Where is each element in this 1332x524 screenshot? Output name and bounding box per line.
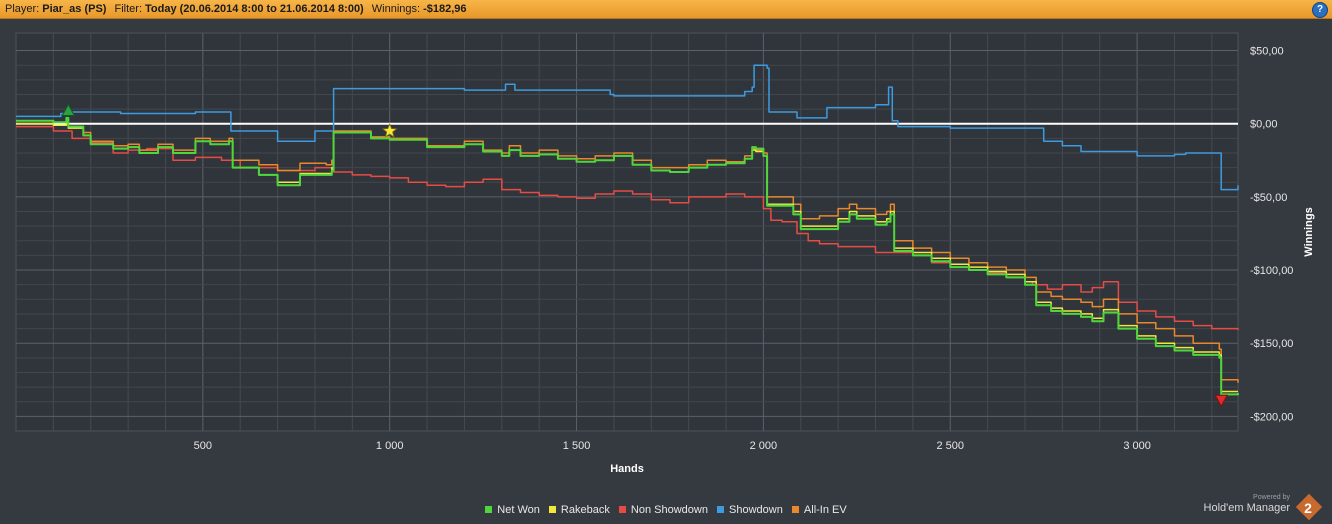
y-tick-label: $50,00 <box>1250 46 1284 58</box>
chart-legend: Net Won Rakeback Non Showdown Showdown A… <box>0 504 1332 516</box>
y-tick-label: -$100,00 <box>1250 265 1293 277</box>
filter-value: Today (20.06.2014 8:00 to 21.06.2014 8:0… <box>145 3 364 15</box>
help-icon[interactable]: ? <box>1312 2 1328 18</box>
series-all-in-ev <box>16 118 1239 383</box>
powered-by-text: Powered by <box>1253 494 1290 501</box>
winnings-label: Winnings: <box>371 3 421 15</box>
legend-item-non-showdown[interactable]: Non Showdown <box>618 504 708 516</box>
max-marker-icon <box>61 103 76 117</box>
x-tick-label: 1 000 <box>376 440 404 452</box>
x-tick-label: 2 000 <box>750 440 778 452</box>
chart-markers <box>61 103 1229 408</box>
legend-swatch <box>548 505 556 513</box>
series-lines <box>16 64 1239 396</box>
x-tick-label: 3 000 <box>1123 440 1151 452</box>
x-tick-label: 500 <box>194 440 212 452</box>
y-tick-label: -$50,00 <box>1250 192 1287 204</box>
legend-label: Rakeback <box>560 504 610 516</box>
legend-item-showdown[interactable]: Showdown <box>717 504 783 516</box>
brand-name: Hold'em Manager <box>1203 502 1290 514</box>
star-marker-icon <box>381 122 398 138</box>
legend-label: Net Won <box>497 504 540 516</box>
hm2-logo-number: 2 <box>1304 500 1312 516</box>
legend-label: Showdown <box>729 504 783 516</box>
branding: Powered by Hold'em Manager 2 <box>1203 493 1324 521</box>
min-marker-icon <box>1214 394 1229 408</box>
legend-swatch <box>618 505 626 513</box>
winnings-value: -$182,96 <box>423 3 467 15</box>
legend-item-net-won[interactable]: Net Won <box>485 504 540 516</box>
player-value: Piar_as (PS) <box>42 3 107 15</box>
legend-label: Non Showdown <box>630 504 708 516</box>
plot-area <box>15 32 1239 432</box>
x-axis-title: Hands <box>610 463 644 475</box>
filter-label: Filter: <box>114 3 143 15</box>
legend-item-all-in-ev[interactable]: All-In EV <box>791 504 847 516</box>
series-showdown <box>16 64 1239 191</box>
legend-swatch <box>485 505 493 513</box>
legend-swatch <box>791 505 799 513</box>
x-axis-ticks: 500 1 000 1 500 2 000 2 500 3 000 <box>194 440 1151 452</box>
legend-item-rakeback[interactable]: Rakeback <box>548 504 610 516</box>
y-tick-label: -$150,00 <box>1250 338 1293 350</box>
winnings-chart: 500 1 000 1 500 2 000 2 500 3 000 $50,00 $0,00… <box>15 32 1315 475</box>
y-tick-label: -$200,00 <box>1250 411 1293 423</box>
legend-swatch <box>717 505 725 513</box>
y-axis-title: Winnings <box>1303 207 1315 256</box>
x-tick-label: 2 500 <box>936 440 964 452</box>
player-label: Player: <box>5 3 40 15</box>
info-bar: Player: Piar_as (PS) Filter: Today (20.06.… <box>0 0 1332 19</box>
y-tick-label: $0,00 <box>1250 119 1278 131</box>
legend-label: All-In EV <box>803 504 847 516</box>
y-axis-ticks: $50,00 $0,00 -$50,00 -$100,00 -$150,00 -$200,… <box>1250 46 1293 424</box>
series-net-won <box>16 116 1239 396</box>
x-tick-label: 1 500 <box>563 440 591 452</box>
